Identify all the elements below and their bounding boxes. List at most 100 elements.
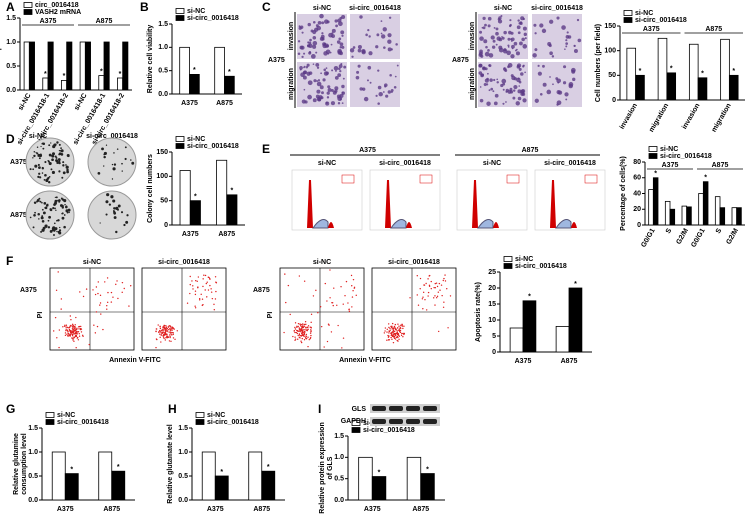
cell	[542, 82, 547, 87]
significance-mark: *	[100, 68, 103, 75]
event	[99, 302, 102, 304]
legend-swatch	[623, 10, 633, 16]
cell	[489, 78, 493, 82]
bar	[664, 200, 671, 226]
cell	[362, 87, 366, 91]
cell	[335, 24, 338, 28]
panel-letter: C	[262, 0, 271, 14]
cell	[323, 68, 327, 72]
event	[197, 286, 199, 289]
cell-line-label: A375	[359, 147, 376, 154]
event	[66, 329, 69, 331]
y-tick-label: 20	[633, 206, 641, 213]
bar	[652, 177, 659, 226]
x-tick-label: G2/M	[725, 227, 740, 245]
event	[436, 285, 439, 288]
event	[300, 340, 302, 342]
x-tick-label: A875	[253, 506, 270, 513]
event	[194, 290, 197, 292]
cell	[341, 15, 346, 20]
cell	[555, 77, 559, 80]
group-label: A875	[712, 162, 729, 169]
colony	[103, 165, 105, 167]
significance-mark: *	[732, 68, 735, 75]
cell	[334, 19, 338, 23]
event	[394, 333, 396, 335]
cell	[388, 16, 392, 19]
event	[192, 285, 194, 287]
legend-label: si-circ_0016418	[207, 419, 259, 426]
event	[294, 331, 296, 334]
event	[155, 330, 157, 333]
event	[329, 297, 331, 299]
event	[309, 332, 312, 334]
bar	[736, 207, 742, 226]
event	[387, 323, 390, 325]
colony	[113, 152, 115, 154]
cell	[493, 78, 496, 82]
event	[300, 341, 303, 344]
cell	[482, 16, 486, 21]
event	[123, 287, 125, 290]
colony	[50, 142, 52, 144]
event	[198, 298, 201, 300]
colony	[61, 216, 65, 220]
event	[76, 331, 79, 333]
bar	[657, 37, 668, 101]
x-tick-label: S	[715, 227, 724, 235]
cell	[511, 44, 515, 49]
cell	[322, 78, 326, 82]
event	[432, 297, 435, 299]
event	[399, 329, 402, 332]
event	[73, 340, 75, 342]
event	[73, 336, 75, 338]
event	[159, 336, 161, 338]
event	[69, 333, 72, 336]
event	[76, 328, 78, 331]
cell	[566, 31, 569, 34]
histogram-s	[312, 219, 329, 229]
event	[446, 288, 448, 290]
legend-swatch	[175, 143, 185, 149]
panel-letter: D	[6, 132, 15, 146]
cell	[522, 98, 527, 103]
cell	[556, 16, 560, 20]
cell	[522, 26, 527, 31]
event	[110, 301, 113, 303]
cell	[501, 36, 505, 40]
significance-mark: *	[426, 466, 429, 473]
y-axis-label: PI	[37, 312, 44, 319]
cell	[534, 32, 537, 35]
event	[434, 286, 437, 289]
colony	[62, 171, 66, 175]
event	[189, 292, 191, 295]
event	[398, 325, 400, 327]
event	[158, 331, 160, 334]
event	[172, 333, 174, 336]
cell	[495, 31, 499, 36]
cell	[325, 67, 328, 69]
colony	[39, 154, 43, 158]
event	[191, 280, 193, 282]
x-tick-label: si-NC	[17, 92, 32, 111]
event	[159, 325, 161, 328]
colony	[103, 153, 106, 156]
cell	[502, 49, 508, 54]
cell	[312, 63, 315, 65]
cell	[338, 64, 343, 69]
row-label: invasion	[288, 22, 295, 50]
y-axis-label: Cell numbers (per field)	[595, 24, 602, 102]
bar	[698, 193, 704, 226]
cell	[319, 13, 324, 19]
event	[52, 330, 55, 332]
y-tick-label: 0	[637, 222, 641, 229]
x-tick-label: G0/G1	[690, 227, 706, 248]
event	[121, 281, 124, 284]
colony	[65, 164, 67, 166]
event	[75, 347, 77, 349]
micrograph	[350, 62, 400, 107]
cell	[488, 64, 492, 68]
event	[209, 284, 211, 287]
cell	[313, 79, 317, 83]
significance-mark: *	[378, 469, 381, 476]
